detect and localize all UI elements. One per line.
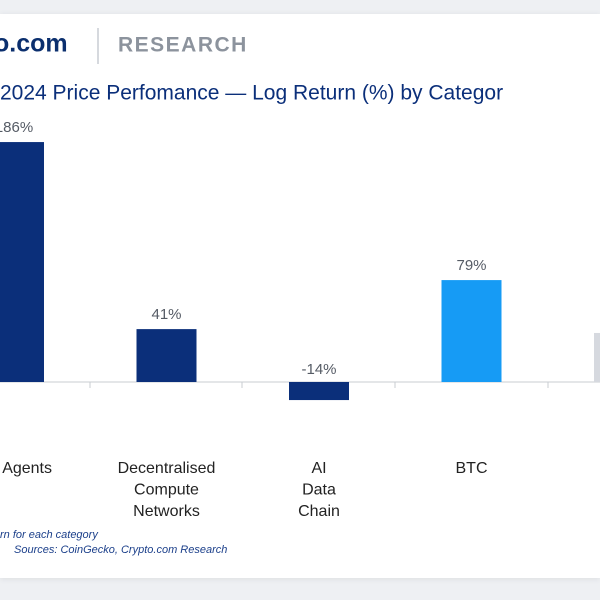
brand: o.com: [0, 30, 68, 58]
x-tick-label: AI Data Chain: [298, 460, 340, 520]
x-tick-label: BTC: [456, 460, 488, 477]
value-label: 41%: [151, 306, 181, 323]
bar: [594, 332, 600, 382]
bar: [441, 280, 502, 382]
value-label: 79%: [456, 257, 486, 274]
value-label: -14%: [301, 361, 336, 378]
bar: [289, 382, 349, 401]
bar: [136, 329, 197, 382]
chart-title: 2024 Price Perfomance — Log Return (%) b…: [0, 82, 503, 105]
footnote: rn for each category: [0, 529, 99, 541]
section: RESEARCH: [118, 34, 248, 57]
bar: [0, 142, 44, 382]
value-label: 186%: [0, 119, 33, 136]
x-tick-label: Agents: [2, 460, 52, 477]
source: Sources: CoinGecko, Crypto.com Research: [14, 544, 227, 556]
x-tick-label: Decentralised Compute Networks: [118, 460, 216, 520]
